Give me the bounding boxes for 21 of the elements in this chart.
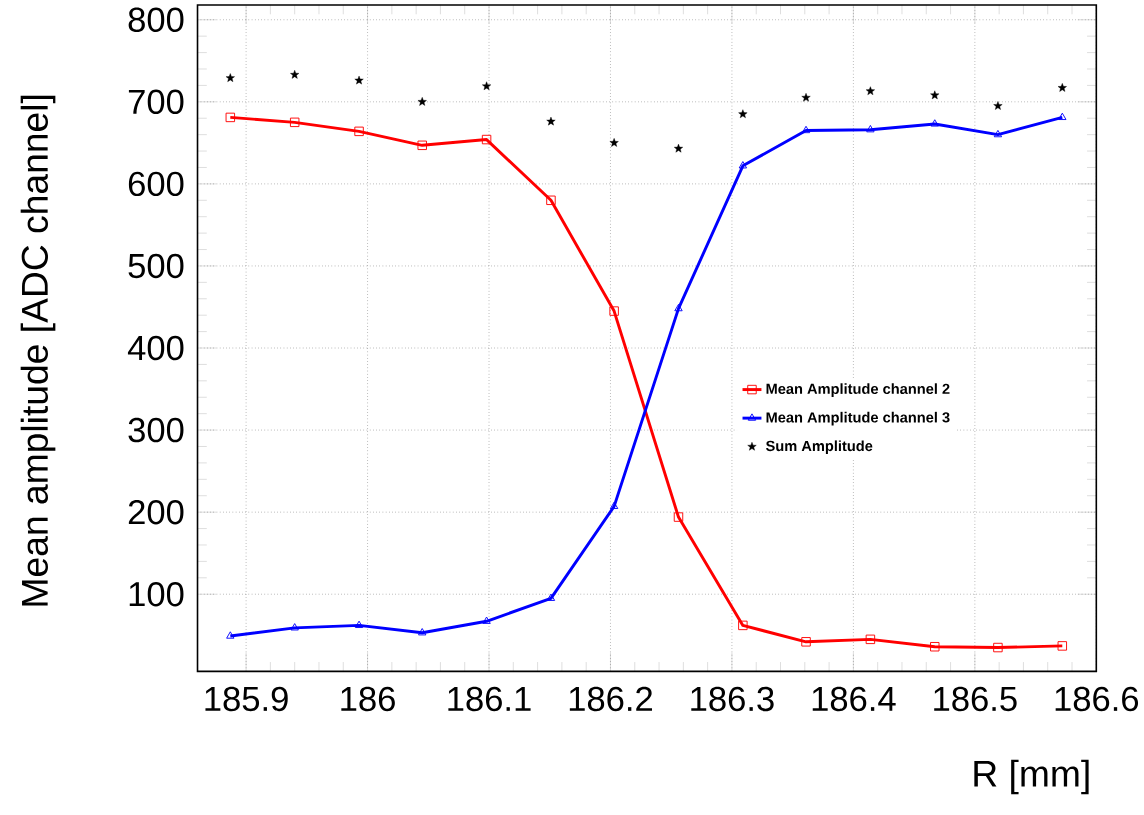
legend-label: Mean Amplitude channel 2 [766, 383, 950, 397]
x-tick-label: 186.6 [1055, 686, 1139, 712]
y-tick-label: 500 [128, 253, 184, 279]
x-tick-label: 186.4 [812, 686, 896, 712]
x-tick-label: 186.2 [569, 686, 652, 712]
y-tick-label: 400 [127, 335, 184, 361]
y-tick-label: 200 [128, 499, 184, 525]
x-tick-label: 185.9 [205, 686, 288, 712]
x-tick-label: 186.3 [691, 686, 774, 712]
y-tick-label: 700 [128, 89, 184, 115]
x-tick-label: 186.5 [934, 686, 1017, 712]
legend-label: Sum Amplitude [765, 440, 873, 455]
legend-label: Mean Amplitude channel 3 [766, 411, 950, 426]
x-tick-label: 186 [341, 686, 395, 712]
y-tick-label: 300 [128, 417, 184, 443]
x-tick-label: 186.1 [448, 686, 531, 712]
y-axis-title: Mean amplitude [ADC channel] [20, 95, 56, 606]
y-tick-label: 800 [128, 7, 184, 32]
x-axis-title: R [mm] [974, 759, 1089, 795]
y-tick-label: 600 [128, 171, 184, 197]
y-tick-label: 100 [129, 581, 184, 607]
